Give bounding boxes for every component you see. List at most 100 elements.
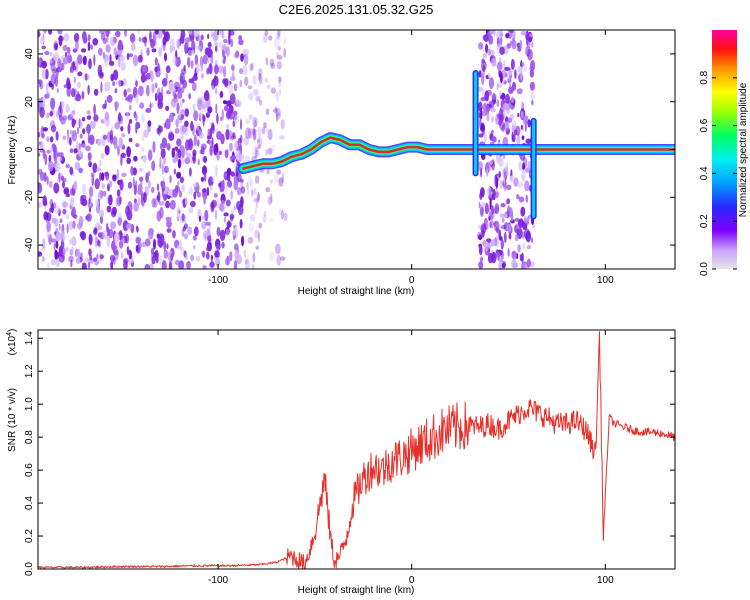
noise-speckle xyxy=(225,184,228,196)
noise-speckle xyxy=(193,245,196,250)
noise-speckle xyxy=(486,168,489,177)
noise-speckle xyxy=(50,136,54,143)
noise-speckle xyxy=(489,159,493,166)
noise-speckle xyxy=(225,123,230,129)
noise-speckle xyxy=(253,88,259,96)
noise-speckle xyxy=(163,32,167,37)
noise-speckle xyxy=(73,76,77,84)
noise-speckle xyxy=(258,72,261,82)
noise-speckle xyxy=(88,197,91,205)
noise-speckle xyxy=(109,53,112,63)
noise-speckle xyxy=(157,92,163,105)
noise-speckle xyxy=(501,262,506,269)
noise-speckle xyxy=(275,107,282,120)
noise-speckle xyxy=(127,181,133,189)
noise-speckle xyxy=(71,236,77,247)
noise-speckle xyxy=(190,154,194,164)
noise-speckle xyxy=(91,174,95,187)
noise-speckle xyxy=(169,174,172,184)
noise-speckle xyxy=(500,203,506,208)
noise-speckle xyxy=(484,34,489,42)
noise-speckle xyxy=(233,259,238,269)
colorbar: 0.0 0.2 0.4 0.6 0.8 Normalized spectral ampl… xyxy=(699,30,749,276)
noise-speckle xyxy=(122,77,127,87)
noise-speckle xyxy=(221,108,224,121)
noise-speckle xyxy=(491,205,494,215)
noise-speckle xyxy=(158,201,165,206)
noise-speckle xyxy=(517,66,523,74)
noise-speckle xyxy=(239,79,242,88)
noise-speckle xyxy=(73,180,78,191)
noise-speckle xyxy=(114,232,120,243)
noise-speckle xyxy=(508,233,512,240)
y-tick-label: 20 xyxy=(24,96,35,108)
noise-speckle xyxy=(102,103,107,110)
noise-speckle xyxy=(48,30,53,35)
noise-speckle xyxy=(521,169,526,182)
noise-speckle xyxy=(478,244,483,256)
noise-speckle xyxy=(479,256,484,263)
noise-speckle xyxy=(219,150,222,156)
noise-speckle xyxy=(120,61,126,71)
noise-speckle xyxy=(197,158,200,166)
noise-speckle xyxy=(152,141,156,153)
noise-speckle xyxy=(202,251,206,258)
noise-speckle xyxy=(93,257,97,262)
noise-speckle xyxy=(478,70,482,78)
noise-speckle xyxy=(78,147,82,158)
noise-speckle xyxy=(238,35,242,41)
noise-speckle xyxy=(58,35,63,47)
noise-speckle xyxy=(258,94,261,102)
noise-speckle xyxy=(276,54,283,60)
noise-speckle xyxy=(240,186,246,194)
noise-speckle xyxy=(499,121,506,131)
noise-speckle xyxy=(123,257,129,265)
noise-speckle xyxy=(87,261,91,269)
noise-speckle xyxy=(137,197,141,206)
noise-speckle xyxy=(65,213,70,220)
noise-speckle xyxy=(126,210,133,221)
noise-speckle xyxy=(159,156,162,169)
noise-speckle xyxy=(242,48,249,56)
snr-line-layer xyxy=(38,331,675,569)
noise-speckle xyxy=(480,167,483,178)
noise-speckle xyxy=(519,39,523,50)
noise-speckle xyxy=(478,133,484,138)
noise-speckle xyxy=(150,71,154,83)
noise-speckle xyxy=(109,254,116,262)
noise-speckle xyxy=(239,178,244,183)
noise-speckle xyxy=(163,122,167,129)
noise-speckle xyxy=(195,124,199,131)
noise-speckle xyxy=(96,239,100,247)
noise-speckle xyxy=(503,59,506,70)
noise-speckle xyxy=(46,175,49,185)
noise-speckle xyxy=(41,60,47,69)
noise-speckle xyxy=(514,234,519,242)
noise-speckle xyxy=(113,69,119,81)
noise-speckle xyxy=(216,226,221,237)
noise-speckle xyxy=(484,242,489,252)
y-tick-label: 0.8 xyxy=(24,430,35,444)
noise-speckle xyxy=(142,154,147,164)
noise-speckle xyxy=(211,175,215,183)
noise-speckle xyxy=(41,255,45,262)
noise-speckle xyxy=(81,117,86,122)
noise-speckle xyxy=(480,96,487,102)
noise-speckle xyxy=(255,198,258,209)
noise-speckle xyxy=(225,257,230,266)
noise-speckle xyxy=(240,53,244,62)
noise-speckle xyxy=(498,258,504,263)
noise-speckle xyxy=(200,34,204,41)
y-tick-label: 0.0 xyxy=(24,562,35,576)
noise-speckle xyxy=(224,105,228,112)
x-tick-label: 0 xyxy=(409,575,415,586)
noise-speckle xyxy=(165,118,171,130)
noise-speckle xyxy=(277,30,281,37)
noise-speckle xyxy=(38,251,43,257)
noise-speckle xyxy=(125,223,132,230)
noise-speckle xyxy=(118,80,122,87)
noise-speckle xyxy=(509,207,513,218)
noise-speckle xyxy=(198,215,202,222)
noise-speckle xyxy=(247,85,253,90)
noise-speckle xyxy=(73,32,80,43)
